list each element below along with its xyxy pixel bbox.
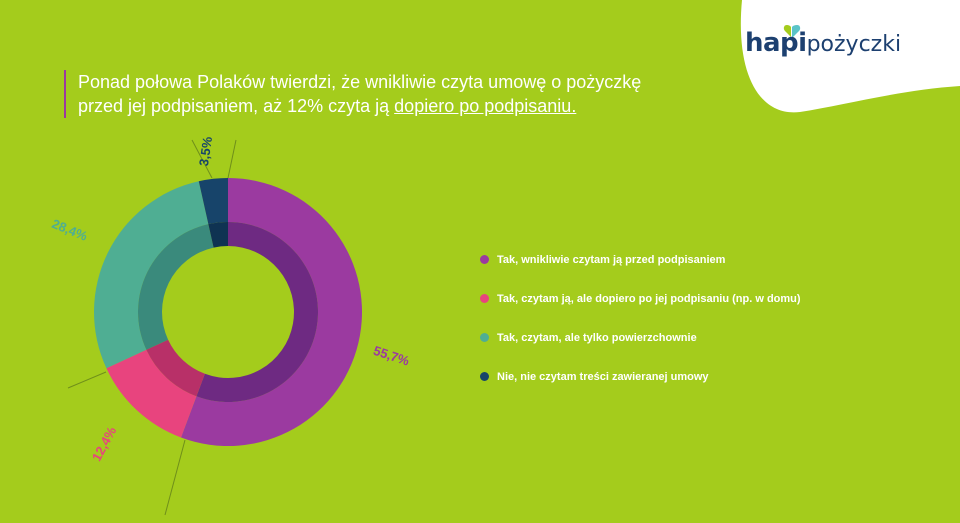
legend-item: Tak, czytam ją, ale dopiero po jej podpi… — [480, 279, 801, 318]
legend-dot-icon — [480, 372, 489, 381]
legend-item: Nie, nie czytam treści zawieranej umowy — [480, 357, 801, 396]
legend-dot-icon — [480, 333, 489, 342]
title-line-1: Ponad połowa Polaków twierdzi, że wnikli… — [78, 72, 642, 92]
chart-legend: Tak, wnikliwie czytam ją przed podpisani… — [480, 240, 801, 396]
title-highlight: dopiero po podpisaniu. — [394, 96, 577, 116]
leader-line — [67, 371, 107, 389]
leader-line — [164, 439, 186, 516]
logo-main-text: hapi — [745, 28, 807, 58]
brand-logo: hapipożyczki — [745, 28, 901, 58]
donut-slice-inner — [146, 339, 205, 397]
legend-item: Tak, czytam, ale tylko powierzchownie — [480, 318, 801, 357]
slice-value-label: 12,4% — [89, 424, 120, 464]
legend-label: Tak, wnikliwie czytam ją przed podpisani… — [497, 253, 726, 266]
legend-dot-icon — [480, 255, 489, 264]
donut-slice-outer — [181, 178, 362, 446]
donut-slice-outer — [93, 181, 209, 369]
legend-dot-icon — [480, 294, 489, 303]
donut-slice-inner — [208, 222, 228, 248]
slice-value-label: 3,5% — [196, 135, 215, 167]
leader-line — [227, 139, 237, 179]
donut-slice-inner — [138, 224, 214, 350]
legend-item: Tak, wnikliwie czytam ją przed podpisani… — [480, 240, 801, 279]
title-line-2: przed jej podpisaniem, aż 12% czyta ją d… — [78, 94, 641, 118]
legend-label: Nie, nie czytam treści zawieranej umowy — [497, 370, 709, 383]
donut-slice-outer — [106, 349, 197, 438]
donut-slice-outer — [198, 178, 228, 225]
leader-line — [191, 139, 213, 179]
logo-sub-text: pożyczki — [806, 32, 902, 57]
legend-label: Tak, czytam, ale tylko powierzchownie — [497, 331, 697, 344]
donut-slice-inner — [196, 222, 318, 402]
page-title: Ponad połowa Polaków twierdzi, że wnikli… — [64, 70, 641, 118]
slice-value-label: 28,4% — [50, 216, 90, 244]
slice-value-label: 55,7% — [372, 343, 412, 369]
heart-icon — [783, 25, 801, 38]
title-line-2-text: przed jej podpisaniem, aż 12% czyta ją — [78, 96, 395, 116]
legend-label: Tak, czytam ją, ale dopiero po jej podpi… — [497, 292, 801, 305]
